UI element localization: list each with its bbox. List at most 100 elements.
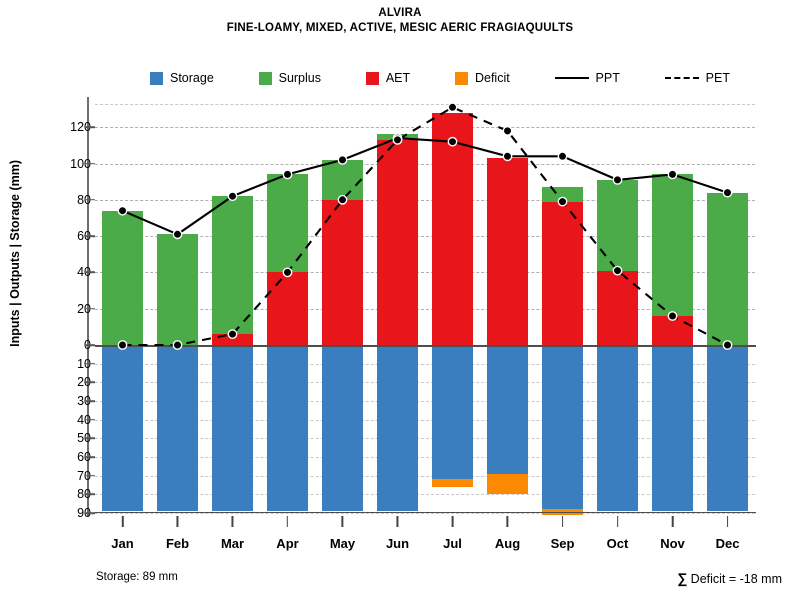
bar-group-oct[interactable] [596,100,639,513]
bar-segment-storage [596,345,639,512]
bar-group-mar[interactable] [211,100,254,513]
bar-group-jul[interactable] [431,100,474,513]
legend-item-pet[interactable]: PET [664,71,730,85]
bar-segment-surplus [321,159,364,200]
legend-item-deficit[interactable]: Deficit [454,71,510,85]
y-tick-upper-80: 80 [77,192,91,207]
bar-segment-storage [651,345,694,512]
page-subtitle: FINE-LOAMY, MIXED, ACTIVE, MESIC AERIC F… [226,22,574,34]
y-tick-mark [86,307,95,310]
y-tick-mark [86,512,95,514]
bar-group-sep[interactable] [541,100,584,515]
x-tick-nov: Nov [660,516,685,551]
deficit-footnote-text: Deficit = -18 mm [687,572,782,586]
bar-segment-storage [101,345,144,512]
y-tick-lower-20: 20 [77,375,91,390]
bar-group-apr[interactable] [266,100,309,513]
x-tick-mark [451,516,454,527]
x-tick-aug: Aug [495,516,520,551]
y-tick-upper-40: 40 [77,265,91,280]
y-axis-line [87,97,89,516]
x-tick-label: Apr [276,536,299,551]
x-tick-jan: Jan [111,516,134,551]
y-tick-upper-60: 60 [77,229,91,244]
x-tick-mark [616,516,619,527]
chart-title-block: ALVIRA FINE-LOAMY, MIXED, ACTIVE, MESIC … [0,6,800,36]
bar-segment-aet [596,270,639,345]
x-tick-oct: Oct [606,516,629,551]
y-tick-mark [86,418,95,421]
legend-label-pet: PET [705,71,730,85]
y-tick-lower-30: 30 [77,394,91,408]
legend-label-surplus: Surplus [278,71,321,85]
x-tick-label: Feb [165,536,190,551]
x-tick-label: May [329,536,356,551]
bar-segment-surplus [541,187,584,202]
x-tick-mark [341,516,344,527]
x-tick-dec: Dec [715,516,740,551]
gridline [95,382,755,384]
bottom-axis-line [95,512,756,514]
page-title: ALVIRA [378,7,422,19]
x-tick-label: Jun [385,536,410,551]
legend-item-aet[interactable]: AET [365,71,410,85]
y-tick-lower-60: 60 [77,450,91,464]
legend-label-storage: Storage [170,71,214,85]
bar-group-may[interactable] [321,100,364,513]
bar-group-jan[interactable] [101,100,144,513]
bar-segment-storage [321,345,364,512]
gridline [95,475,755,477]
x-tick-mark [121,516,124,527]
gridline [95,457,755,458]
x-tick-feb: Feb [166,516,189,551]
y-tick-lower-70: 70 [77,468,91,483]
chart-legend: Storage Surplus AET Deficit PPT PET [150,68,730,88]
bar-segment-aet [651,315,694,345]
bar-segment-aet [266,272,309,345]
y-tick-lower-90: 90 [77,506,91,520]
y-tick-mark [86,199,95,201]
legend-item-surplus[interactable]: Surplus [258,71,321,85]
bar-segment-surplus [706,192,749,345]
x-tick-mark [506,516,509,527]
legend-item-storage[interactable]: Storage [150,71,214,85]
bar-segment-aet [486,158,529,345]
y-tick-mark [86,456,95,458]
legend-line-ppt [554,77,589,79]
y-tick-mark [86,400,95,402]
bar-segment-aet [376,139,419,345]
x-tick-label: Aug [494,536,521,551]
legend-label-deficit: Deficit [474,71,510,85]
bar-segment-surplus [211,196,254,335]
x-tick-label: Jan [111,536,134,551]
bar-group-aug[interactable] [486,100,529,513]
y-tick-mark [86,493,95,496]
legend-label-ppt: PPT [595,71,620,85]
bar-group-jun[interactable] [376,100,419,513]
legend-line-pet [664,77,699,79]
legend-item-ppt[interactable]: PPT [554,71,620,85]
x-tick-label: Oct [606,536,629,551]
x-tick-label: Dec [715,536,740,551]
bar-group-feb[interactable] [156,100,199,513]
x-tick-mark [286,516,289,527]
y-tick-mark [86,362,95,365]
bar-segment-deficit [486,473,529,495]
gridline [95,513,755,514]
y-tick-mark [86,474,95,477]
bar-segment-storage [156,345,199,512]
bar-group-nov[interactable] [651,100,694,513]
x-tick-label: Sep [550,536,575,551]
gridline [95,401,755,402]
x-tick-mark [561,516,564,527]
x-tick-mark [671,516,674,527]
bar-segment-aet [211,334,254,345]
bar-segment-surplus [266,174,309,273]
bar-group-dec[interactable] [706,100,749,513]
y-tick-mark [86,271,95,274]
bar-segment-surplus [101,210,144,345]
bar-segment-storage [376,345,419,512]
y-tick-upper-120: 120 [70,120,91,135]
x-tick-mark [176,516,179,527]
